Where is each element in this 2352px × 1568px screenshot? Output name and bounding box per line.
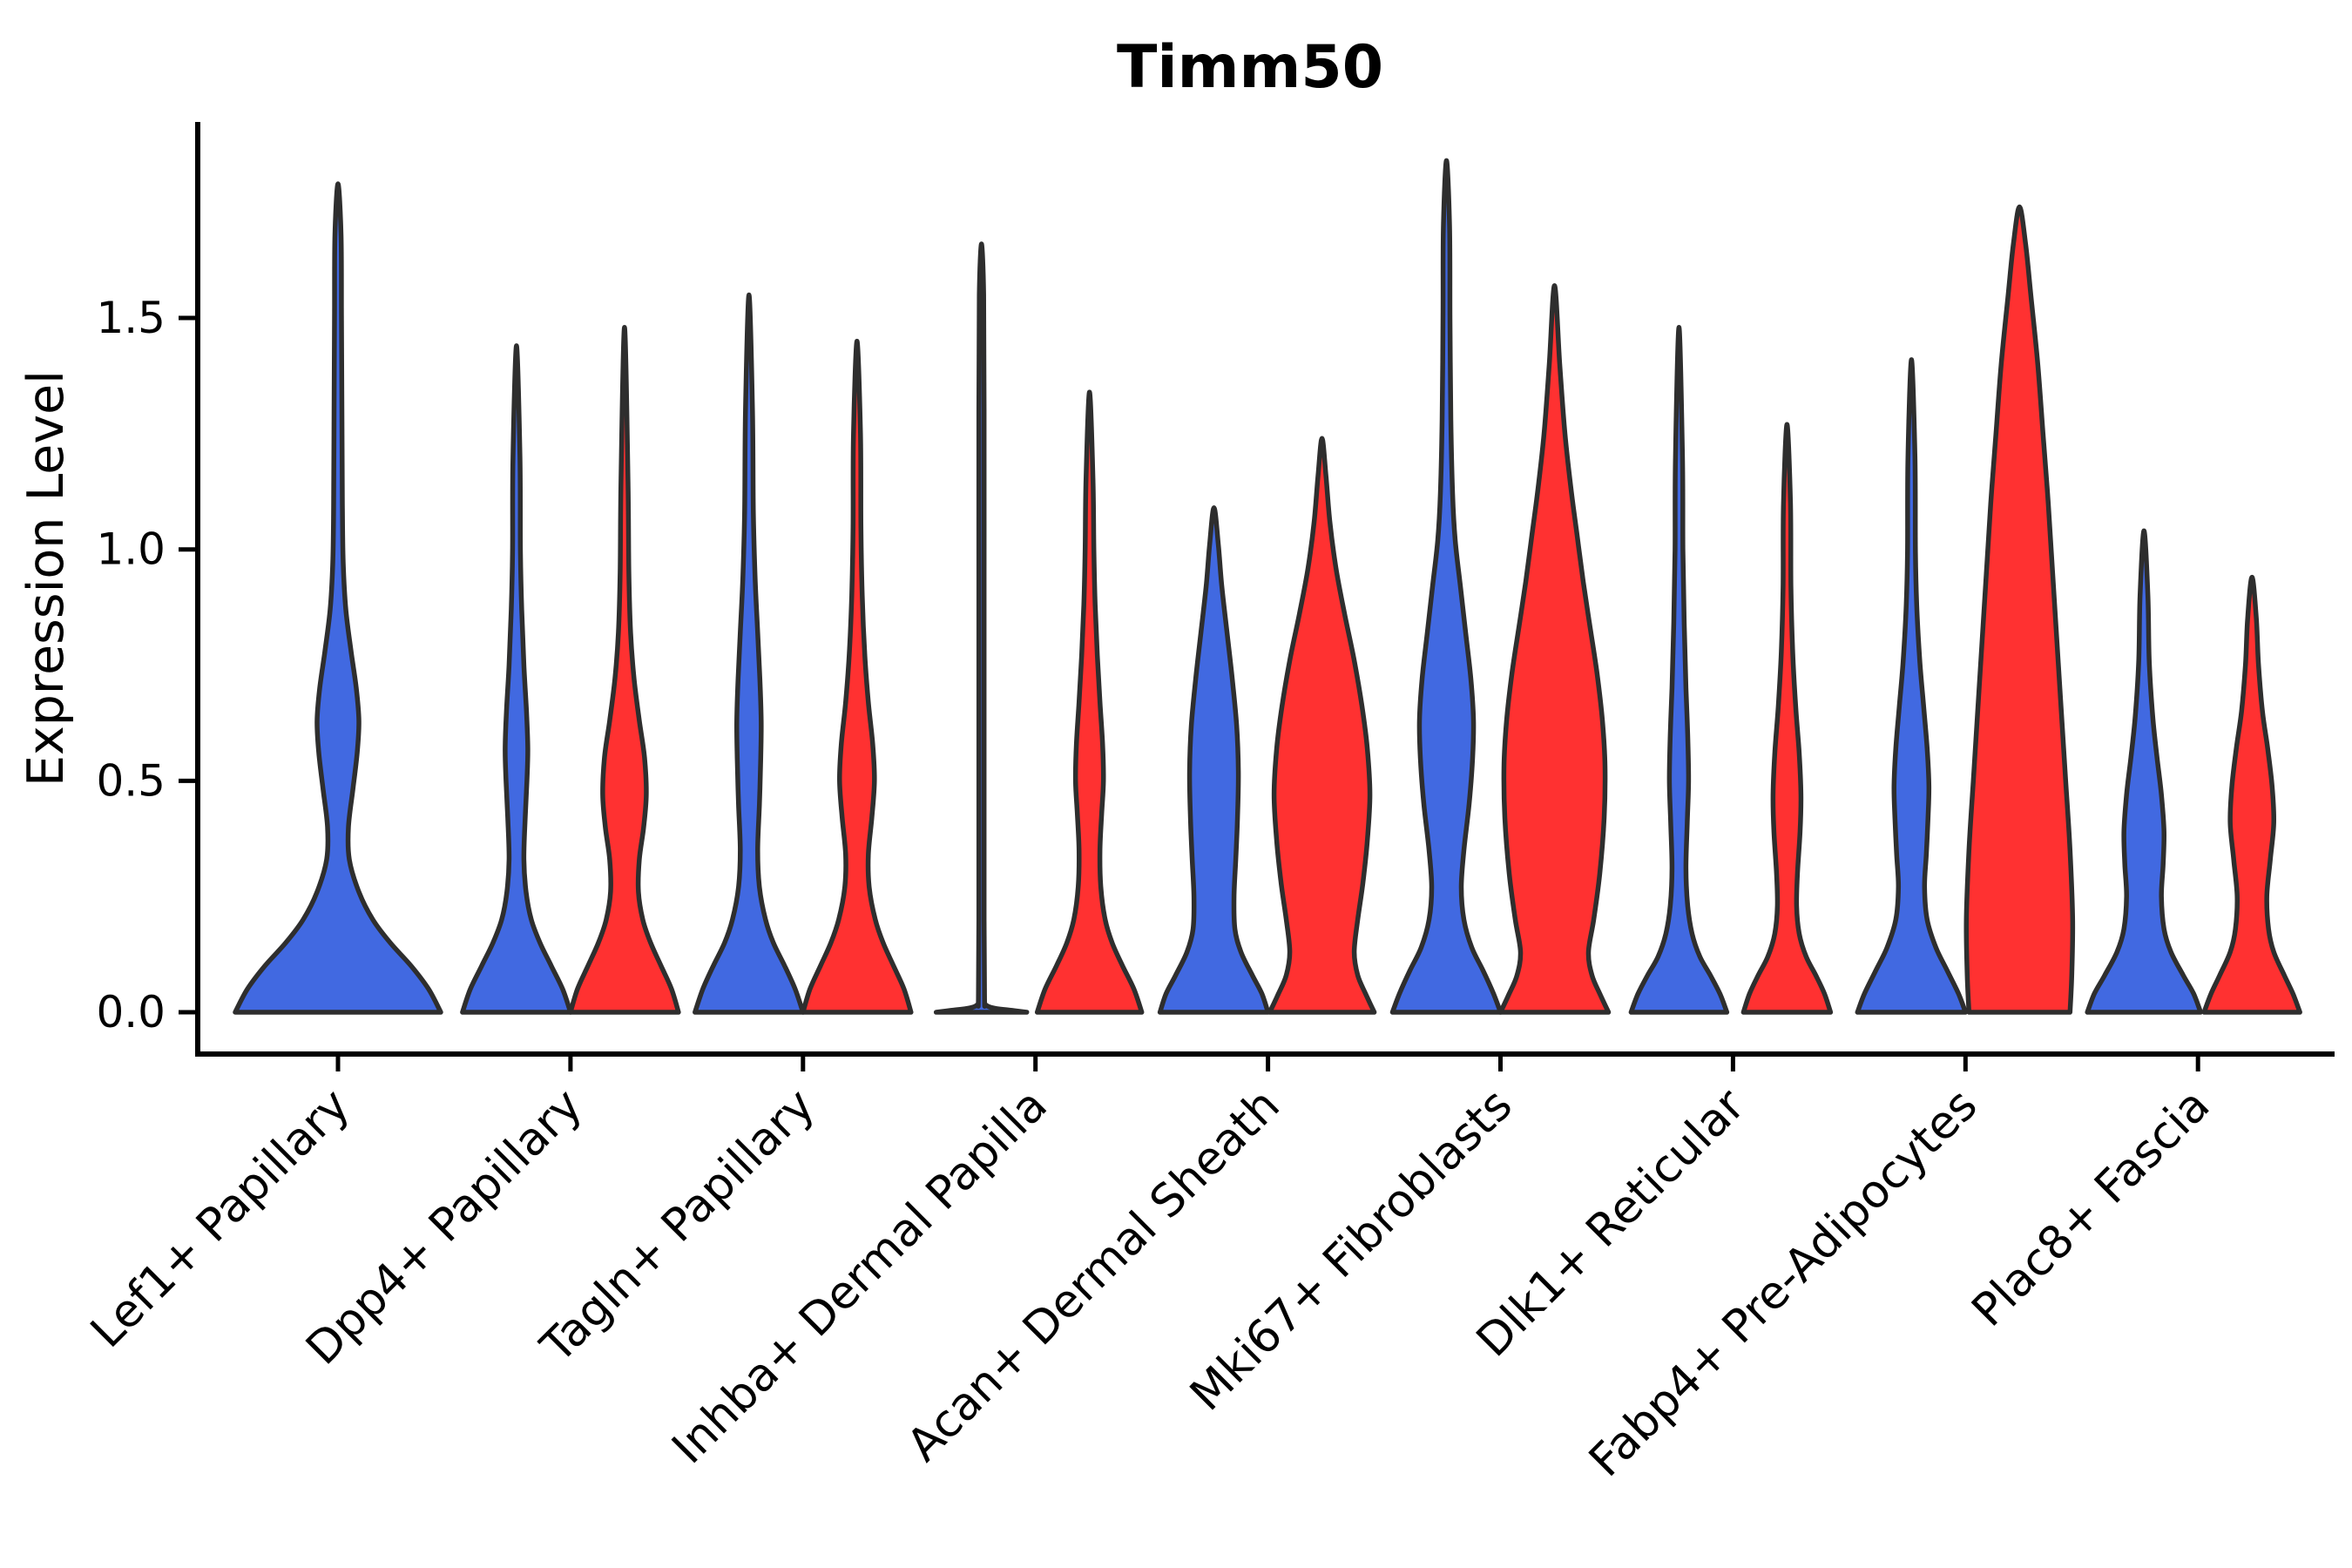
- violin-dlk1-reticular-blue: [1628, 324, 1730, 1015]
- violin-lef1-papillary-blue: [233, 181, 443, 1015]
- x-tick-label: Inhba+ Dermal Papilla: [662, 1079, 1057, 1474]
- y-axis-label: Expression Level: [17, 370, 75, 787]
- chart-title: Timm50: [1117, 33, 1383, 102]
- violin-tagln-papillary-blue: [693, 292, 806, 1015]
- x-tick-label: Acan+ Dermal Sheath: [897, 1079, 1290, 1472]
- violin-dlk1-reticular-red: [1740, 422, 1834, 1015]
- axes-layer: [195, 122, 2335, 1057]
- y-tick-label: 0.5: [96, 755, 166, 806]
- y-axis-ticks: 0.0 0.5 1.0 1.5: [96, 293, 198, 1037]
- violin-mki67-fibroblasts-blue: [1389, 158, 1504, 1015]
- violin-inhba-dermal-papilla-blue: [933, 241, 1030, 1015]
- y-tick-label: 0.0: [96, 987, 166, 1037]
- violin-tagln-papillary-red: [801, 338, 914, 1015]
- violin-fabp4-pre-adipocytes-red: [1963, 204, 2076, 1015]
- violin-dpp4-papillary-red: [568, 324, 681, 1015]
- violin-dpp4-papillary-blue: [460, 343, 573, 1015]
- violin-acan-dermal-sheath-red: [1267, 436, 1377, 1015]
- violins-layer: [233, 158, 2302, 1015]
- y-tick-label: 1.0: [96, 524, 166, 575]
- violin-plac8-fascia-blue: [2085, 528, 2203, 1015]
- violin-fabp4-pre-adipocytes-blue: [1855, 357, 1969, 1015]
- violin-plac8-fascia-red: [2201, 574, 2302, 1015]
- x-tick-label: Fabp4+ Pre-Adipocytes: [1579, 1079, 1987, 1487]
- y-tick-label: 1.5: [96, 293, 166, 343]
- x-tick-label: Plac8+ Fascia: [1963, 1079, 2220, 1337]
- violin-mki67-fibroblasts-red: [1497, 283, 1612, 1015]
- violin-inhba-dermal-papilla-red: [1034, 389, 1145, 1015]
- violin-acan-dermal-sheath-blue: [1157, 505, 1271, 1015]
